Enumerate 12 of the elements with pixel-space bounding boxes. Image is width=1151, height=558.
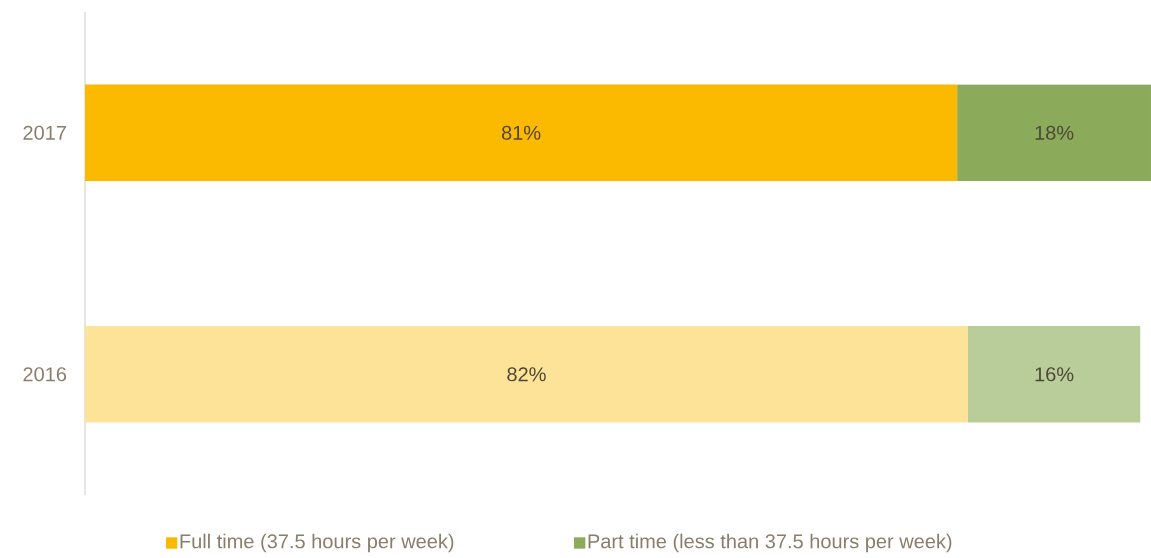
bar: [957, 84, 1151, 182]
data-label: 81%: [501, 125, 541, 140]
data-label: 18%: [1035, 125, 1074, 140]
y-tick-label: 2017: [23, 125, 66, 140]
bar: [85, 84, 958, 182]
data-label: 82%: [507, 367, 546, 382]
data-label: 16%: [1035, 367, 1074, 382]
legend-label: Part time (less than 37.5 hours per week): [588, 533, 952, 553]
bar: [967, 325, 1141, 423]
y-tick-label: 2016: [23, 367, 67, 382]
legend-label: Full time (37.5 hours per week): [180, 533, 454, 553]
bar: [85, 325, 968, 423]
